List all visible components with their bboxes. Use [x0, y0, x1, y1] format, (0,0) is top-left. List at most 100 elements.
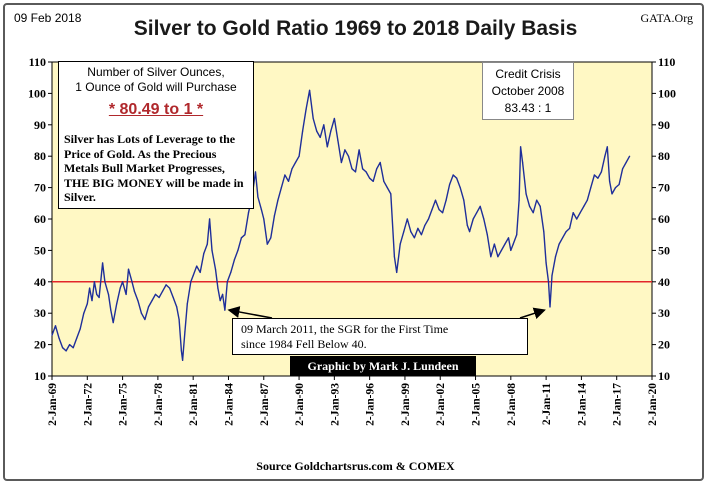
data-point: [86, 303, 88, 305]
data-point: [590, 187, 592, 189]
data-point: [520, 146, 522, 148]
data-point: [614, 187, 617, 189]
data-point: [579, 212, 581, 214]
data-point: [112, 322, 114, 324]
data-point: [554, 256, 557, 258]
data-point: [593, 174, 596, 176]
data-point: [609, 180, 611, 182]
data-point: [586, 199, 588, 201]
data-point: [558, 243, 560, 245]
data-point: [547, 281, 550, 283]
data-point: [83, 312, 85, 314]
y-tick-label-left: 20: [34, 338, 46, 352]
data-point: [510, 249, 512, 251]
x-tick-label: 2-Jan-75: [118, 383, 130, 426]
data-point: [237, 249, 239, 251]
data-point: [618, 183, 620, 186]
data-point: [180, 350, 182, 352]
data-point: [427, 218, 430, 220]
data-point: [420, 234, 422, 236]
data-point: [600, 171, 603, 173]
data-point: [273, 215, 275, 217]
x-tick-label: 2-Jan-87: [259, 383, 271, 426]
data-point: [217, 287, 219, 289]
data-point: [532, 212, 534, 214]
data-point: [154, 293, 157, 295]
x-tick-label: 2-Jan-17: [612, 383, 624, 426]
data-source-footer: Source Goldchartsrus.com & COMEX: [256, 459, 455, 473]
data-point: [379, 161, 381, 164]
data-point: [284, 174, 286, 176]
data-point: [91, 300, 93, 302]
x-tick-label: 2-Jan-84: [223, 383, 235, 426]
data-point: [452, 174, 454, 176]
data-point: [230, 271, 232, 273]
data-point: [72, 347, 74, 349]
data-point: [369, 177, 371, 179]
data-point: [445, 199, 447, 201]
data-point: [493, 243, 495, 245]
data-point: [442, 212, 444, 214]
data-point: [247, 212, 250, 214]
x-tick-label: 2-Jan-08: [506, 383, 518, 426]
data-point: [323, 124, 325, 126]
data-point: [539, 205, 541, 207]
data-point: [107, 293, 110, 295]
data-point: [483, 218, 485, 220]
data-point: [172, 296, 174, 299]
graphic-credit: Graphic by Mark J. Lundeen: [290, 356, 476, 376]
annotation-arrow: [519, 307, 546, 320]
data-point: [525, 193, 527, 195]
data-point: [469, 231, 471, 233]
data-point: [449, 183, 451, 186]
data-point: [512, 243, 514, 245]
data-point: [76, 337, 78, 339]
data-point: [434, 199, 437, 201]
data-point: [302, 130, 304, 132]
data-point: [214, 268, 217, 270]
data-point: [466, 224, 468, 226]
data-point: [190, 281, 192, 283]
data-point: [565, 231, 567, 233]
data-point: [257, 196, 259, 198]
data-point: [597, 177, 599, 179]
data-point: [472, 218, 474, 220]
data-point: [497, 256, 499, 258]
data-point: [65, 350, 67, 352]
y-tick-label-left: 30: [34, 306, 46, 320]
data-point: [270, 237, 272, 239]
data-point: [199, 271, 201, 273]
x-tick-label: 2-Jan-05: [471, 383, 483, 426]
data-point: [396, 271, 398, 273]
data-point: [178, 318, 180, 321]
data-point: [305, 108, 307, 110]
y-tick-label-right: 100: [658, 86, 676, 100]
data-point: [529, 205, 531, 207]
data-point: [287, 180, 290, 182]
data-point: [186, 303, 188, 305]
data-point: [424, 224, 426, 226]
data-point: [51, 334, 53, 336]
x-tick-label: 2-Jan-20: [647, 383, 659, 426]
x-tick-label: 2-Jan-14: [576, 383, 588, 426]
y-tick-label-right: 60: [658, 212, 670, 226]
data-point: [459, 187, 461, 189]
data-point: [410, 231, 412, 233]
data-point: [522, 161, 524, 164]
data-point: [69, 344, 71, 346]
sgr-note: 09 March 2011, the SGR for the First Tim…: [241, 322, 449, 351]
data-point: [386, 187, 388, 189]
data-point: [96, 293, 98, 295]
data-point: [169, 287, 171, 289]
data-point: [611, 193, 613, 195]
data-point: [263, 218, 265, 220]
data-point: [431, 209, 433, 211]
y-tick-label-left: 90: [34, 118, 46, 132]
data-point: [294, 161, 297, 164]
data-point: [604, 155, 606, 157]
leverage-note: Silver has Lots of Leverage to the Price…: [64, 132, 244, 204]
data-point: [319, 136, 321, 138]
x-tick-label: 2-Jan-02: [435, 383, 447, 426]
data-point: [110, 309, 112, 311]
data-point: [344, 149, 346, 151]
